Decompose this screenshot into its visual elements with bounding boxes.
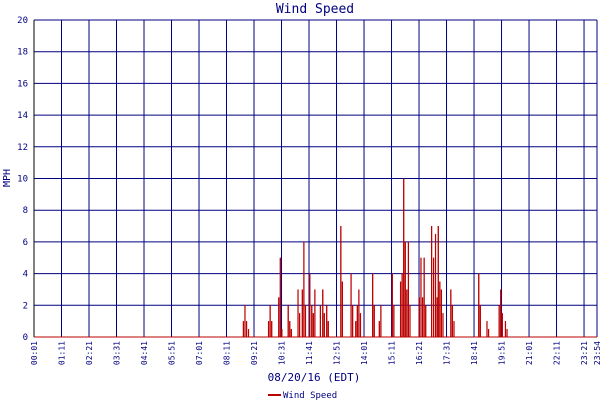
x-tick-label: 12:51 bbox=[333, 341, 342, 365]
x-tick-label: 09:21 bbox=[250, 341, 259, 365]
y-tick-label: 6 bbox=[23, 238, 28, 248]
y-tick-label: 20 bbox=[17, 16, 28, 26]
x-tick-label: 15:11 bbox=[388, 341, 397, 365]
legend: Wind Speed bbox=[268, 391, 337, 401]
x-tick-label: 14:01 bbox=[360, 341, 369, 365]
y-tick-labels: 0 2 4 6 8 10 12 14 16 18 20 bbox=[17, 16, 28, 343]
x-tick-label: 02:21 bbox=[85, 341, 94, 365]
x-tick-label: 04:41 bbox=[140, 341, 149, 365]
legend-label: Wind Speed bbox=[283, 391, 337, 400]
x-tick-label: 03:31 bbox=[113, 341, 122, 365]
y-tick-label: 14 bbox=[17, 111, 28, 121]
x-tick-label: 01:11 bbox=[58, 341, 67, 365]
y-tick-label: 2 bbox=[23, 301, 28, 311]
x-tick-label: 10:31 bbox=[278, 341, 287, 365]
x-tick-label: 16:21 bbox=[415, 341, 424, 365]
y-tick-label: 4 bbox=[23, 270, 28, 280]
x-tick-label: 11:41 bbox=[305, 341, 314, 365]
x-tick-label: 00:01 bbox=[30, 341, 39, 365]
x-tick-label: 22:11 bbox=[553, 341, 562, 365]
y-tick-label: 12 bbox=[17, 143, 28, 153]
x-tick-label: 19:51 bbox=[498, 341, 507, 365]
x-tick-label: 18:41 bbox=[470, 341, 479, 365]
y-tick-label: 8 bbox=[23, 206, 28, 216]
y-axis-label: MPH bbox=[2, 169, 13, 187]
y-tick-label: 18 bbox=[17, 48, 28, 58]
x-tick-label: 21:01 bbox=[525, 341, 534, 365]
y-tick-label: 0 bbox=[23, 333, 28, 343]
y-tick-label: 16 bbox=[17, 79, 28, 89]
x-tick-label: 05:51 bbox=[168, 341, 177, 365]
x-tick-label: 23:21 bbox=[580, 341, 589, 365]
chart-title: Wind Speed bbox=[276, 2, 354, 17]
series-layer bbox=[34, 178, 597, 338]
x-tick-labels: 00:01 01:11 02:21 03:31 04:41 05:51 07:01 08:11… bbox=[30, 341, 600, 365]
x-tick-label: 08:11 bbox=[223, 341, 232, 365]
x-tick-label: 07:01 bbox=[195, 341, 204, 365]
x-tick-label: 23:54 bbox=[593, 341, 600, 365]
grid-lines bbox=[33, 19, 598, 338]
x-tick-label: 17:31 bbox=[443, 341, 452, 365]
x-axis-label: 08/20/16 (EDT) bbox=[268, 371, 361, 384]
y-tick-label: 10 bbox=[17, 175, 28, 185]
